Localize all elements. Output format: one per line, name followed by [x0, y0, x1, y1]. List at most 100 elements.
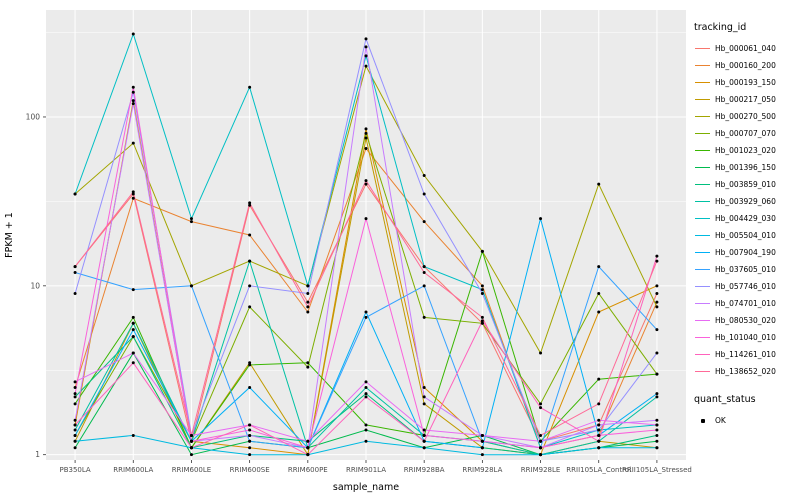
- legend-key-line-icon: [694, 367, 711, 377]
- legend-item: Hb_037605_010: [694, 261, 798, 278]
- data-point: [539, 351, 543, 355]
- data-point: [248, 363, 252, 367]
- x-tick-label: RRIM928BA: [404, 466, 445, 474]
- plot-svg: 1 10 100 PB350LA RRIM600LA RRIM600LE RRIM600SE…: [4, 10, 692, 493]
- data-point: [364, 217, 368, 221]
- data-point: [131, 321, 135, 325]
- legend-item: Hb_074701_010: [694, 295, 798, 312]
- data-point: [306, 361, 310, 365]
- data-point: [364, 395, 368, 399]
- data-point: [131, 99, 135, 103]
- data-point: [131, 196, 135, 200]
- x-axis-title: sample_name: [333, 482, 399, 493]
- data-point: [131, 141, 135, 145]
- legend: tracking_id Hb_000061_040 Hb_000160_200 Hb…: [694, 22, 798, 429]
- legend-item-label: Hb_080530_020: [715, 316, 776, 325]
- data-point: [364, 179, 368, 183]
- data-point: [364, 37, 368, 41]
- data-point: [539, 433, 543, 437]
- data-point: [364, 428, 368, 432]
- data-point: [480, 249, 484, 253]
- legend-item-label: Hb_000193_150: [715, 78, 776, 87]
- legend-key-line-icon: [694, 316, 711, 326]
- data-point: [539, 217, 543, 221]
- data-point: [248, 439, 252, 443]
- data-point: [364, 147, 368, 151]
- data-point: [189, 453, 193, 457]
- y-tick-label: 100: [26, 112, 41, 121]
- legend-key-line-icon: [694, 44, 711, 54]
- legend-key-line-icon: [694, 231, 711, 241]
- legend-item: Hb_000707_070: [694, 125, 798, 142]
- x-tick-label: RRII105LA_Stressed: [622, 466, 692, 474]
- legend-item-label: Hb_001396_150: [715, 163, 776, 172]
- data-point: [480, 446, 484, 450]
- data-point: [73, 292, 77, 296]
- legend-item-label: Hb_000270_500: [715, 112, 776, 121]
- legend-key-line-icon: [694, 129, 711, 139]
- data-point: [364, 64, 368, 68]
- data-point: [364, 310, 368, 314]
- legend-item: Hb_000270_500: [694, 108, 798, 125]
- legend-item-label: OK: [715, 416, 726, 425]
- legend-item-label: Hb_037605_010: [715, 265, 776, 274]
- data-point: [131, 102, 135, 106]
- data-point: [306, 300, 310, 304]
- legend-title-quant-status: quant_status: [694, 394, 756, 405]
- data-point: [306, 310, 310, 314]
- data-point: [73, 433, 77, 437]
- legend-item: Hb_003929_060: [694, 193, 798, 210]
- legend-key-line-icon: [694, 95, 711, 105]
- data-point: [73, 418, 77, 422]
- data-point: [306, 453, 310, 457]
- data-point: [306, 305, 310, 309]
- data-point: [189, 433, 193, 437]
- data-point: [364, 127, 368, 131]
- legend-item: Hb_005504_010: [694, 227, 798, 244]
- data-point: [655, 423, 659, 427]
- data-point: [422, 433, 426, 437]
- data-point: [597, 310, 601, 314]
- data-point: [248, 201, 252, 205]
- legend-item: Hb_007904_190: [694, 244, 798, 261]
- data-point: [364, 392, 368, 396]
- legend-item-label: Hb_004429_030: [715, 214, 776, 223]
- data-point: [422, 315, 426, 319]
- legend-items-quant-status: OK: [694, 412, 798, 429]
- data-point: [248, 284, 252, 288]
- data-point: [248, 433, 252, 437]
- data-point: [422, 174, 426, 178]
- data-point: [189, 439, 193, 443]
- data-point: [306, 446, 310, 450]
- data-point: [131, 351, 135, 355]
- x-tick-label: RRIM600PE: [288, 466, 328, 474]
- data-point: [597, 423, 601, 427]
- legend-item-label: Hb_000707_070: [715, 129, 776, 138]
- data-point: [131, 288, 135, 292]
- y-tick-label: 10: [30, 281, 40, 290]
- data-point: [655, 395, 659, 399]
- legend-items-tracking-id: Hb_000061_040 Hb_000160_200 Hb_000193_150 H…: [694, 40, 798, 380]
- data-point: [364, 45, 368, 49]
- data-point: [248, 453, 252, 457]
- data-point: [131, 328, 135, 332]
- data-point: [248, 85, 252, 89]
- data-point: [480, 284, 484, 288]
- data-point: [306, 365, 310, 369]
- legend-item: Hb_003859_010: [694, 176, 798, 193]
- legend-item: Hb_001023_020: [694, 142, 798, 159]
- data-point: [364, 380, 368, 384]
- data-point: [480, 439, 484, 443]
- data-point: [131, 335, 135, 339]
- y-axis-title: FPKM + 1: [4, 212, 15, 258]
- data-point: [73, 380, 77, 384]
- data-point: [248, 203, 252, 207]
- x-tick-label: RRIM600LE: [172, 466, 212, 474]
- data-point: [131, 361, 135, 365]
- data-point: [539, 406, 543, 410]
- data-point: [422, 385, 426, 389]
- data-point: [306, 292, 310, 296]
- plot-panel: 1 10 100 PB350LA RRIM600LA RRIM600LE RRIM600SE…: [26, 10, 692, 474]
- x-tick-label: RRII105LA_Control: [566, 466, 631, 474]
- data-point: [73, 192, 77, 196]
